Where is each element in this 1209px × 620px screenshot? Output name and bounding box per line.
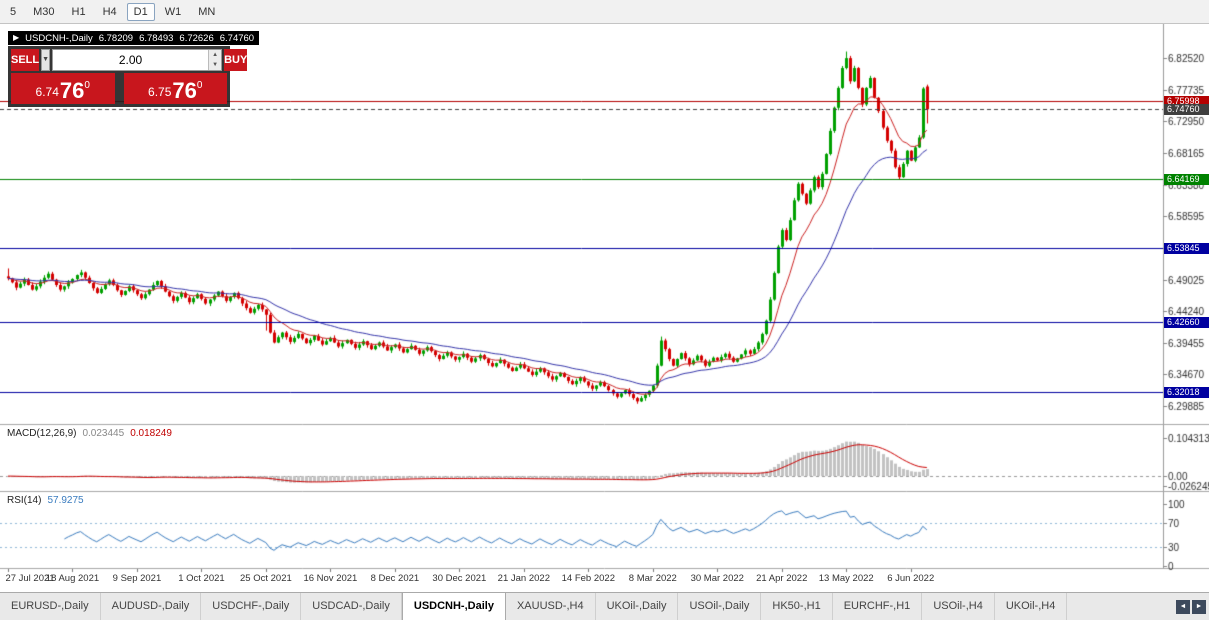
volume-dropdown-button[interactable]: ▼ [41, 49, 51, 71]
date-axis-label: 30 Mar 2022 [690, 573, 744, 584]
macd-value-signal: 0.018249 [130, 428, 172, 439]
symbol-title: USDCNH-,Daily [25, 32, 93, 44]
timeframe-button-mn[interactable]: MN [198, 5, 216, 18]
macd-value-main: 0.023445 [82, 428, 125, 439]
volume-decrement-button[interactable]: ▼ [209, 60, 222, 70]
tab-scroll-controls: ◄ ► [1173, 593, 1209, 620]
date-axis-label: 18 Aug 2021 [45, 573, 100, 584]
chart-tabs-bar: EURUSD-,Daily AUDUSD-,Daily USDCHF-,Daily U… [0, 592, 1209, 620]
symbol-info-bar: ▶ USDCNH-,Daily 6.78209 6.78493 6.72626 … [8, 31, 260, 45]
chart-tab[interactable]: UKOil-,Daily [596, 593, 679, 620]
date-axis-label: 27 Jul 2021 [5, 573, 55, 584]
price-level-label: 6.64169 [1164, 174, 1209, 185]
date-axis-label: 13 May 2022 [818, 573, 874, 584]
date-axis-label: 14 Feb 2022 [561, 573, 615, 584]
date-axis-label: 8 Mar 2022 [628, 573, 677, 584]
chart-tab[interactable]: EURUSD-,Daily [0, 593, 101, 620]
date-axis-label: 21 Jan 2022 [497, 573, 550, 584]
timeframe-button-h1[interactable]: H1 [71, 5, 86, 18]
date-axis-label: 16 Nov 2021 [303, 573, 358, 584]
tab-scroll-right-icon[interactable]: ► [1192, 599, 1206, 614]
volume-input[interactable] [53, 50, 209, 70]
price-level-label: 6.75998 [1164, 96, 1209, 107]
ohlc-low: 6.72626 [179, 32, 214, 44]
date-axis-label: 8 Dec 2021 [370, 573, 420, 584]
chart-tab[interactable]: UKOil-,H4 [995, 593, 1068, 620]
chart-tab[interactable]: USDCHF-,Daily [201, 593, 302, 620]
one-click-trade-panel: SELL ▼ ▲ ▼ BUY 6.74 76 0 6.75 76 0 [8, 46, 248, 107]
price-level-label: 6.32018 [1164, 387, 1209, 398]
timeframe-button-5[interactable]: 5 [10, 5, 17, 18]
volume-field: ▲ ▼ [52, 49, 223, 71]
timeframe-button-h4[interactable]: H4 [102, 5, 117, 18]
rsi-name: RSI(14) [7, 495, 42, 506]
macd-indicator-label: MACD(12,26,9) 0.023445 0.018249 [7, 428, 172, 439]
date-axis-label: 1 Oct 2021 [178, 573, 225, 584]
date-axis-label: 6 Jun 2022 [887, 573, 935, 584]
date-axis-label: 21 Apr 2022 [756, 573, 808, 584]
sell-price-point: 0 [84, 80, 90, 91]
tab-scroll-left-icon[interactable]: ◄ [1176, 599, 1190, 614]
buy-price-point: 0 [196, 80, 203, 91]
ohlc-open: 6.78209 [98, 32, 134, 44]
buy-button[interactable]: BUY [224, 49, 248, 71]
volume-increment-button[interactable]: ▲ [209, 50, 222, 60]
buy-price-display[interactable]: 6.75 76 0 [123, 73, 227, 104]
sell-price-display[interactable]: 6.74 76 0 [11, 73, 115, 104]
chart-tab[interactable]: HK50-,H1 [761, 593, 833, 620]
buy-price-main: 6.75 [148, 85, 172, 99]
chart-tab[interactable]: USDCNH-,Daily [401, 593, 506, 620]
buy-price-pips: 76 [172, 78, 197, 103]
chart-tab[interactable]: USOil-,H4 [922, 593, 995, 620]
date-axis-label: 25 Oct 2021 [240, 573, 292, 584]
collapse-icon[interactable]: ▶ [13, 33, 20, 42]
chart-tab[interactable]: AUDUSD-,Daily [101, 593, 202, 620]
sell-price-main: 6.74 [35, 85, 59, 99]
price-level-label: 6.74760 [1164, 104, 1209, 115]
price-level-label: 6.42660 [1164, 317, 1209, 328]
timeframe-button-d1[interactable]: D1 [126, 2, 155, 21]
macd-name: MACD(12,26,9) [7, 428, 77, 439]
price-level-label: 6.53845 [1164, 243, 1209, 254]
timeframe-button-w1[interactable]: W1 [164, 5, 182, 18]
date-axis-label: 9 Sep 2021 [112, 573, 162, 584]
ohlc-high: 6.78493 [139, 32, 174, 44]
sell-button[interactable]: SELL [11, 49, 40, 71]
chart-tab[interactable]: USDCAD-,Daily [301, 593, 402, 620]
chart-tab[interactable]: XAUUSD-,H4 [506, 593, 596, 620]
timeframe-toolbar: 5 M30 H1 H4 D1 W1 MN [0, 0, 1209, 24]
ohlc-close: 6.74760 [219, 32, 255, 44]
rsi-indicator-label: RSI(14) 57.9275 [7, 495, 84, 506]
volume-spinner: ▲ ▼ [208, 50, 222, 70]
date-axis-label: 30 Dec 2021 [432, 573, 487, 584]
sell-price-pips: 76 [59, 78, 85, 103]
rsi-value: 57.9275 [47, 495, 84, 506]
timeframe-button-m30[interactable]: M30 [33, 5, 55, 18]
chart-tabs: EURUSD-,Daily AUDUSD-,Daily USDCHF-,Daily U… [0, 593, 1173, 620]
chart-tab[interactable]: EURCHF-,H1 [833, 593, 923, 620]
chart-tab[interactable]: USOil-,Daily [678, 593, 762, 620]
